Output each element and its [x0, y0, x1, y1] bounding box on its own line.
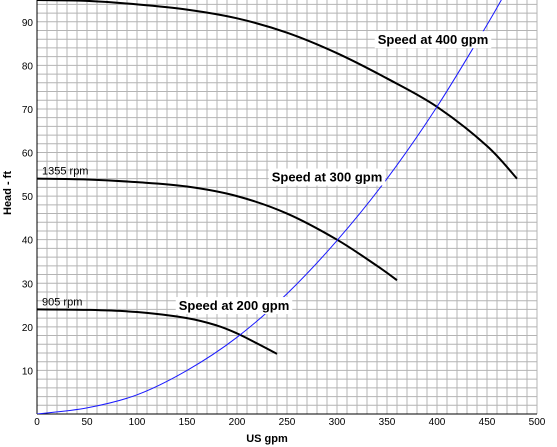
speed-annotation-bg — [175, 297, 293, 315]
pump-curve-line — [37, 308, 278, 355]
system-curve-line — [37, 0, 502, 414]
x-tick-label: 500 — [529, 417, 546, 428]
speed-annotation: Speed at 400 gpm — [374, 31, 492, 49]
speed-annotation-text: Speed at 300 gpm — [272, 169, 383, 184]
series — [37, 0, 518, 414]
x-axis-title: US gpm — [246, 433, 288, 445]
x-tick-label: 250 — [279, 417, 296, 428]
y-tick-label: 40 — [22, 236, 34, 247]
x-tick-label: 200 — [229, 417, 246, 428]
x-tick-label: 150 — [179, 417, 196, 428]
speed-annotation-text: Speed at 400 gpm — [378, 32, 489, 47]
speed-annotation-bg — [268, 168, 386, 186]
tick-labels: 0 50 100 150 200 250 300 350 400 450 500 10 20 30 40 50… — [22, 18, 546, 428]
y-tick-label: 20 — [22, 323, 34, 334]
speed-annotation: Speed at 300 gpm — [268, 168, 386, 186]
x-tick-label: 400 — [429, 417, 446, 428]
axes — [36, 0, 537, 415]
speed-annotation-text: Speed at 200 gpm — [179, 298, 290, 313]
speed-annotation: Speed at 200 gpm — [175, 297, 293, 315]
y-axis-title: Head - ft — [2, 171, 14, 215]
y-tick-label: 80 — [22, 61, 34, 72]
pump-curve-line — [37, 0, 518, 180]
y-tick-label: 30 — [22, 279, 34, 290]
series-label: 905 rpm — [42, 296, 82, 308]
x-tick-label: 450 — [479, 417, 496, 428]
x-tick-label: 300 — [329, 417, 346, 428]
y-tick-label: 60 — [22, 149, 34, 160]
pump-curve-line — [37, 177, 398, 282]
x-tick-label: 50 — [81, 417, 93, 428]
y-tick-label: 70 — [22, 105, 34, 116]
y-tick-label: 50 — [22, 192, 34, 203]
x-tick-label: 0 — [34, 417, 40, 428]
x-tick-label: 100 — [129, 417, 146, 428]
y-tick-label: 10 — [22, 366, 34, 377]
grid — [37, 0, 538, 414]
series-label: 1355 rpm — [42, 166, 88, 178]
speed-annotation-bg — [374, 31, 492, 49]
y-tick-label: 90 — [22, 18, 34, 29]
x-tick-label: 350 — [379, 417, 396, 428]
